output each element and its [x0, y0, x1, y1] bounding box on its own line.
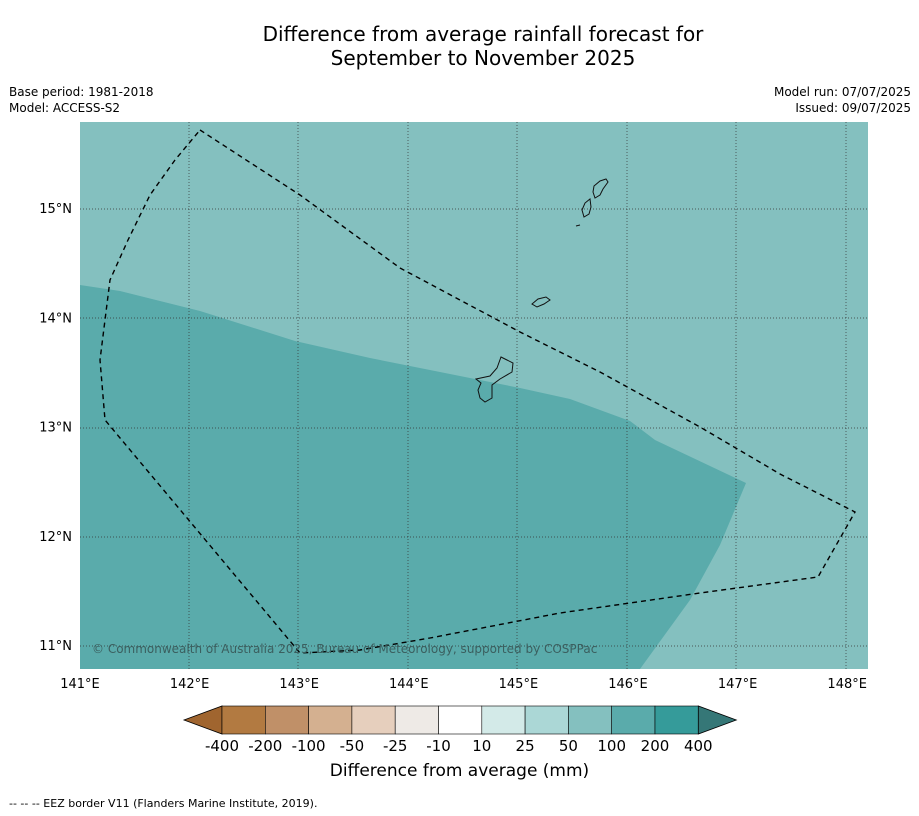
colorbar-tick-label: -25 [383, 737, 408, 755]
issued-date: Issued: 09/07/2025 [795, 101, 911, 115]
colorbar-extend-high [697, 705, 738, 735]
colorbar-tick-label: -400 [205, 737, 239, 755]
lat-tick-label: 14°N [39, 311, 72, 326]
latitude-labels: 15°N 14°N 13°N 12°N 11°N [39, 202, 72, 654]
eez-border [99, 129, 856, 654]
colorbar-swatch [351, 705, 396, 735]
islands [474, 178, 609, 403]
footer-note: -- -- -- EEZ border V11 (Flanders Marine… [9, 797, 318, 810]
meta-left: Base period: 1981-2018 Model: ACCESS-S2 [9, 84, 154, 116]
colorbar-swatch [611, 705, 656, 735]
colorbar-tick-label: 200 [641, 737, 670, 755]
colorbar-swatch [481, 705, 526, 735]
colorbar-tick-label: 400 [684, 737, 713, 755]
colorbar-extend-low [182, 705, 223, 735]
colorbar-tick-label: -10 [426, 737, 451, 755]
grid-lines [80, 122, 868, 669]
colorbar-tick-label: -100 [292, 737, 326, 755]
lon-tick-label: 144°E [389, 677, 429, 692]
lon-tick-label: 143°E [279, 677, 319, 692]
colorbar-swatch [308, 705, 353, 735]
colorbar-title: Difference from average (mm) [329, 761, 590, 781]
colorbar-swatch [264, 705, 309, 735]
island-tinian [581, 198, 592, 218]
rainfall-band-100-200 [80, 285, 746, 669]
colorbar-tick-label: 10 [472, 737, 491, 755]
island-aguijan [575, 224, 581, 227]
colorbar: -400 -200 -100 -50 -25 -10 10 25 50 100 200 400 [182, 705, 738, 755]
colorbar-swatch [524, 705, 569, 735]
lat-tick-label: 12°N [39, 530, 72, 545]
base-period: Base period: 1981-2018 [9, 85, 154, 99]
colorbar-swatch [654, 705, 699, 735]
island-guam [474, 356, 514, 403]
colorbar-tick-label: 25 [516, 737, 535, 755]
colorbar-swatch [568, 705, 613, 735]
colorbar-swatch [438, 705, 483, 735]
copyright-notice: © Commonwealth of Australia 2025, Bureau… [92, 642, 597, 656]
model-name: Model: ACCESS-S2 [9, 101, 121, 115]
lat-tick-label: 15°N [39, 202, 72, 217]
lon-tick-label: 147°E [718, 677, 758, 692]
colorbar-tick-label: -50 [340, 737, 365, 755]
lon-tick-label: 148°E [827, 677, 867, 692]
lat-tick-label: 13°N [39, 421, 72, 436]
title-line-2: September to November 2025 [330, 46, 636, 70]
colorbar-tick-label: 50 [559, 737, 578, 755]
lon-tick-label: 145°E [499, 677, 539, 692]
colorbar-swatch [394, 705, 439, 735]
lat-tick-label: 11°N [39, 639, 72, 654]
lon-tick-label: 142°E [170, 677, 210, 692]
longitude-labels: 141°E 142°E 143°E 144°E 145°E 146°E 147°E 148°E [60, 677, 867, 692]
island-rota [531, 296, 551, 308]
lon-tick-label: 141°E [60, 677, 100, 692]
colorbar-tick-label: -200 [248, 737, 282, 755]
lon-tick-label: 146°E [608, 677, 648, 692]
title-line-1: Difference from average rainfall forecas… [262, 22, 704, 46]
map-area: © Commonwealth of Australia 2025, Bureau… [80, 122, 868, 669]
map-title: Difference from average rainfall forecas… [0, 22, 919, 70]
island-saipan [592, 178, 609, 199]
meta-right: Model run: 07/07/2025 Issued: 09/07/2025 [774, 84, 911, 116]
colorbar-tick-label: 100 [597, 737, 626, 755]
model-run: Model run: 07/07/2025 [773, 85, 911, 99]
colorbar-swatch [221, 705, 266, 735]
